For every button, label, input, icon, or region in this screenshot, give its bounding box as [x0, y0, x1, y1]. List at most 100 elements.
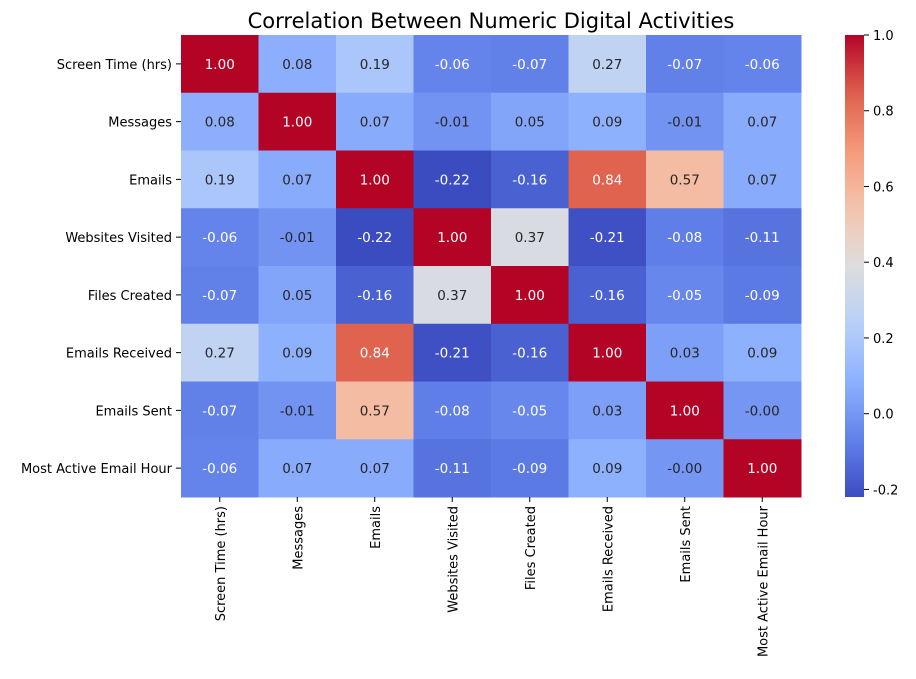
heatmap-cell — [258, 381, 337, 440]
heatmap-cell — [181, 35, 259, 94]
colorbar-tick-label: 1.0 — [873, 29, 894, 44]
column-tick-label: Emails Sent — [679, 506, 694, 583]
cell-value-label: -0.07 — [202, 288, 237, 304]
heatmap-cell — [723, 381, 802, 440]
heatmap-cell — [568, 150, 647, 209]
heatmap-cell — [568, 208, 647, 267]
heatmap-cell — [491, 323, 569, 382]
cell-value-label: -0.01 — [667, 115, 702, 131]
heatmap-cell — [646, 35, 724, 94]
cell-value-label: 0.07 — [282, 172, 312, 188]
heatmap-cell — [646, 323, 724, 382]
heatmap-cell — [181, 381, 259, 440]
column-tick-label: Files Created — [524, 506, 539, 590]
cell-value-label: -0.07 — [667, 57, 702, 73]
cell-value-label: 1.00 — [747, 461, 777, 477]
cell-value-label: -0.09 — [512, 461, 547, 477]
cell-value-label: -0.16 — [590, 288, 625, 304]
heatmap-cell — [258, 150, 337, 209]
cell-value-label: -0.22 — [435, 172, 470, 188]
heatmap-cell — [413, 208, 492, 267]
cell-value-label: 0.07 — [360, 115, 390, 131]
heatmap-cell — [181, 323, 259, 382]
row-tick-label: Screen Time (hrs) — [57, 58, 172, 73]
cell-value-label: -0.05 — [667, 288, 702, 304]
heatmap-cell — [568, 266, 647, 325]
heatmap-cell — [336, 150, 414, 209]
cell-value-label: 0.27 — [592, 57, 622, 73]
cell-value-label: 0.19 — [205, 172, 235, 188]
column-tick-label: Messages — [291, 506, 306, 570]
cell-value-label: 1.00 — [592, 346, 622, 362]
heatmap-cell — [491, 150, 569, 209]
cell-value-label: -0.01 — [280, 403, 315, 419]
heatmap-cell — [336, 323, 414, 382]
cell-value-label: -0.01 — [435, 115, 470, 131]
row-tick-label: Emails Sent — [95, 404, 172, 419]
heatmap-cell — [491, 381, 569, 440]
heatmap-cell — [646, 439, 724, 498]
heatmap-cell — [336, 35, 414, 94]
heatmap-cell — [181, 150, 259, 209]
cell-value-label: 0.07 — [747, 172, 777, 188]
heatmap-cell — [413, 381, 492, 440]
heatmap-cell — [646, 150, 724, 209]
colorbar-tick-label: 0.6 — [873, 180, 894, 195]
heatmap-cell — [336, 266, 414, 325]
cell-value-label: -0.21 — [435, 346, 470, 362]
heatmap-cell — [646, 381, 724, 440]
heatmap-cell — [568, 92, 647, 151]
heatmap-cell — [646, 208, 724, 267]
heatmap-cell — [181, 439, 259, 498]
colorbar-tick-label: 0.4 — [873, 256, 894, 271]
cell-value-label: 0.57 — [670, 172, 700, 188]
row-tick-label: Emails — [129, 173, 172, 188]
column-tick-label: Screen Time (hrs) — [214, 506, 229, 621]
cell-value-label: 1.00 — [515, 288, 545, 304]
cell-value-label: -0.06 — [202, 461, 237, 477]
heatmap-cell — [413, 92, 492, 151]
cell-value-label: 0.07 — [747, 115, 777, 131]
colorbar-gradient — [845, 35, 864, 497]
row-tick-labels: Screen Time (hrs) Messages Emails Websites … — [21, 58, 181, 477]
cell-value-label: -0.16 — [357, 288, 392, 304]
cell-value-label: 0.09 — [592, 461, 622, 477]
heatmap-cell — [491, 92, 569, 151]
column-tick-label: Emails Received — [601, 506, 616, 612]
cell-value-label: 0.84 — [592, 172, 622, 188]
heatmap-cell — [258, 208, 337, 267]
cell-value-label: 1.00 — [282, 115, 312, 131]
chart-title: Correlation Between Numeric Digital Acti… — [248, 9, 735, 33]
heatmap-cell — [568, 381, 647, 440]
row-tick-label: Websites Visited — [65, 231, 172, 246]
cell-value-label: 0.09 — [592, 115, 622, 131]
heatmap-cell — [413, 150, 492, 209]
column-tick-label: Most Active Email Hour — [756, 505, 771, 657]
colorbar-tick-label: 0.8 — [873, 105, 894, 120]
heatmap-cell — [181, 208, 259, 267]
cell-value-label: 0.08 — [282, 57, 312, 73]
heatmap-cell — [723, 150, 802, 209]
heatmap-cell — [568, 323, 647, 382]
cell-value-label: 0.27 — [205, 346, 235, 362]
cell-value-label: -0.16 — [512, 172, 547, 188]
cell-value-label: -0.22 — [357, 230, 392, 246]
cell-value-label: 0.09 — [747, 346, 777, 362]
row-tick-label: Emails Received — [66, 347, 172, 362]
column-tick-label: Emails — [369, 506, 384, 549]
cell-value-label: 0.05 — [515, 115, 545, 131]
heatmap-cell — [413, 323, 492, 382]
cell-value-label: -0.16 — [512, 346, 547, 362]
heatmap-cell — [181, 92, 259, 151]
cell-value-label: 0.57 — [360, 403, 390, 419]
cell-value-label: -0.06 — [745, 57, 780, 73]
cell-value-label: -0.08 — [667, 230, 702, 246]
heatmap-cell — [491, 35, 569, 94]
column-tick-label: Websites Visited — [446, 506, 461, 613]
cell-value-label: 1.00 — [670, 403, 700, 419]
heatmap-cell — [336, 208, 414, 267]
cell-value-label: -0.06 — [435, 57, 470, 73]
column-tick-labels: Screen Time (hrs) Messages Emails Websites … — [214, 497, 771, 657]
